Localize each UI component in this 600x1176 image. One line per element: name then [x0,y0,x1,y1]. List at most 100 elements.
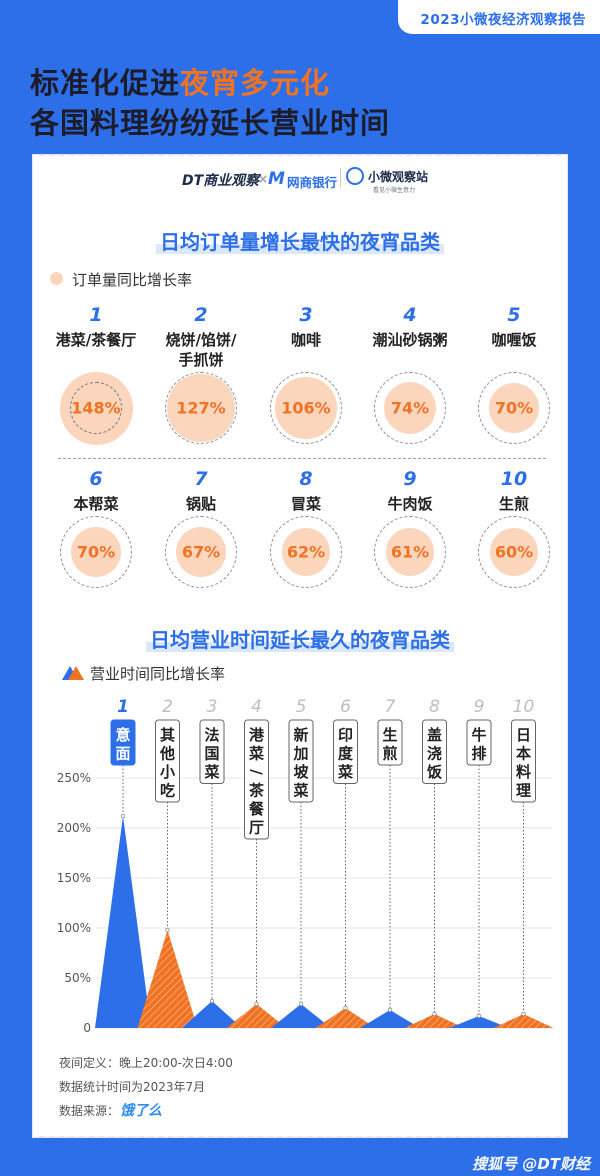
area-peak [360,1010,420,1028]
bubble-rank: 4 [403,304,417,326]
y-tick-label: 50% [64,971,91,985]
bubble-dish-name: 潮汕砂锅粥 [372,331,448,349]
area-peak [95,816,151,1028]
category-label-box [377,719,403,766]
headline-line-1-text: 标准化促进 [30,66,181,100]
bubble-dish-name: 冒菜 [290,495,321,513]
area-peak [493,1014,554,1028]
bubble: 60% [490,528,538,576]
bubble: 61% [385,527,435,577]
bubble-rank: 5 [507,304,521,326]
bubble-rank: 3 [299,304,313,326]
area-peak [271,1004,331,1028]
bubble-outer-ring [478,372,550,444]
bubble-rank: 8 [299,468,313,490]
category-label-char: 度 [338,745,354,763]
report-title: 2023小微夜经济观察报告 [420,12,586,28]
bubble-outer-ring [60,516,132,588]
category-rank: 4 [251,697,262,717]
peak-marker [120,813,126,819]
bubble: 67% [176,527,226,577]
bubble-outer-ring [270,372,342,444]
category-label-box [288,719,314,803]
mybank-logo: 网商银行 [287,175,338,190]
y-tick-label: 250% [57,771,91,785]
category-label-char: 小 [160,763,175,781]
category-label-char: 意 [115,726,130,744]
bubble: 70% [70,526,122,578]
bubble-value: 127% [176,398,226,418]
bubble-rank: 1 [89,304,103,326]
category-label-char: 其 [160,726,175,744]
category-label-box [422,719,447,784]
bubble-value: 106% [281,398,331,418]
peak-marker [298,1001,304,1007]
bubble-value: 148% [71,398,121,418]
category-label-char: 料 [516,763,531,781]
bubble-outer-ring [270,516,342,588]
section1-legend-dot [50,272,63,285]
bubble-dish-name: 烧饼/馅饼/ 手抓饼 [165,331,237,369]
eleme-logo: 饿了么 [120,1103,162,1119]
bubble-dish-name: 港菜/茶餐厅 [55,331,137,349]
category-label-char: 煎 [382,745,397,763]
y-tick-label: 0 [83,1021,91,1035]
category-label-box [511,719,536,803]
category-label-box [244,719,269,840]
section2-title-text: 日均营业时间延长最久的夜宵品类 [146,628,454,652]
footnote-period: 数据统计时间为2023年7月 [59,1080,206,1094]
mybank-logo-icon: M [268,169,285,189]
y-tick-label: 200% [57,821,91,835]
category-label-char: 排 [471,745,486,763]
bubble-rank: 6 [89,468,103,490]
area-peak [137,930,198,1028]
category-rank: 7 [385,697,396,717]
category-label-char: 菜 [248,745,264,763]
category-label-char: 法 [204,726,219,744]
bubble: 70% [488,382,540,434]
card-top-edge [39,154,561,156]
bubble-outer-ring [374,372,446,444]
peak-marker [387,1007,393,1013]
bubble-value: 61% [390,542,430,562]
section1-title-text: 日均订单量增长最快的夜宵品类 [156,230,444,254]
peak-marker [209,998,215,1004]
category-label-char: 菜 [292,782,308,800]
category-label-char: 印 [338,726,353,744]
bubble: 127% [167,374,235,442]
logo-divider [340,168,341,188]
category-label-box [199,719,225,784]
area-peak [404,1014,465,1028]
bubble-dish-name: 生煎 [498,495,529,513]
bubble-dish-name: 咖啡 [290,331,321,349]
footnote-source: 数据来源： [59,1104,120,1118]
bubble-rank: 7 [194,468,208,490]
report-ribbon: 2023小微夜经济观察报告 [398,0,600,34]
bubble-rank: 9 [403,468,417,490]
bubble-outer-ring [165,516,237,588]
category-label-char: 厅 [249,819,264,837]
category-label-char: 理 [516,782,531,800]
observatory-logo: 小微观察站 [368,170,429,184]
headline-highlight: 夜宵多元化 [180,66,331,100]
category-rank: 1 [117,697,129,717]
bubble: 106% [275,377,337,439]
bubble: 148% [59,371,133,445]
section2-title: 日均营业时间延长最久的夜宵品类 [0,624,600,653]
peak-marker [521,1011,526,1017]
row-divider [58,458,546,459]
category-label-char: 饭 [426,763,442,781]
observatory-logo-subtitle: 看见小微生意力 [373,187,416,194]
bubble-value: 60% [494,542,534,562]
section2-legend: 营业时间同比增长率 [62,665,225,683]
bubble-inner-ring [70,382,122,434]
headline-line-2: 各国料理纷纷延长营业时间 [30,106,391,140]
search-icon [346,167,364,185]
category-label-box [155,719,180,803]
peak-marker [343,1005,348,1011]
section1-title: 日均订单量增长最快的夜宵品类 [0,226,600,255]
peak-marker [476,1013,482,1019]
headline-line-1: 标准化促进夜宵多元化 [30,60,330,102]
peak-marker [254,1001,259,1007]
bubble-dish-name: 锅贴 [185,495,216,513]
